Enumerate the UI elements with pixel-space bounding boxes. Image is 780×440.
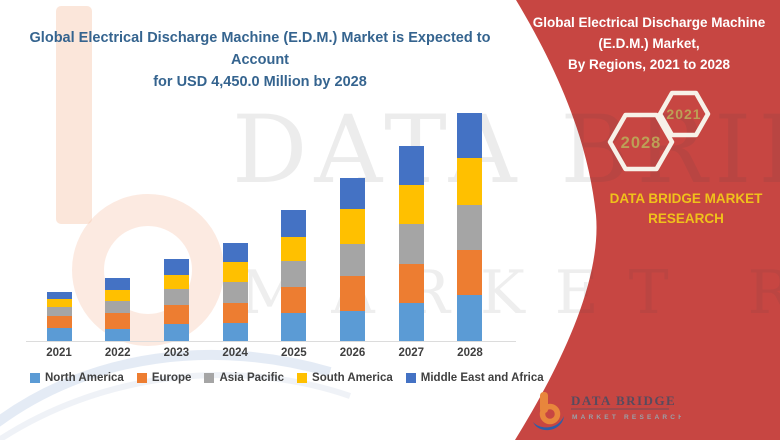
company-logo: DATA BRIDGE MARKET RESEARCH <box>531 389 681 435</box>
x-axis-label-2026: 2026 <box>339 347 366 359</box>
bar-segment-2022-middle-east-and-africa <box>105 278 131 290</box>
x-axis-label-2023: 2023 <box>163 347 190 359</box>
year-hexagons: 2021 2028 <box>607 90 711 172</box>
bar-segment-2026-europe <box>340 276 366 311</box>
x-axis-label-2021: 2021 <box>46 347 72 359</box>
side-panel-background <box>515 0 780 440</box>
bar-segment-2025-south-america <box>281 237 307 262</box>
bar-segment-2026-middle-east-and-africa <box>340 178 366 210</box>
bar-segment-2027-middle-east-and-africa <box>398 145 424 185</box>
bar-segment-2023-asia-pacific <box>163 289 189 306</box>
hexagon-2021 <box>657 90 711 138</box>
bar-segment-2028-middle-east-and-africa <box>457 112 483 159</box>
x-axis-label-2024: 2024 <box>222 347 248 359</box>
bar-segment-2021-south-america <box>46 299 72 308</box>
chart-legend: North America Europe Asia Pacific South Ame… <box>30 372 544 384</box>
x-axis-label-2025: 2025 <box>281 347 307 359</box>
bar-segment-2028-north-america <box>457 295 483 341</box>
hexagon-2021-label: 2021 <box>666 106 701 122</box>
bar-segment-2028-asia-pacific <box>457 204 483 250</box>
stacked-bar-chart: 2021 2022 2023 2024 2025 2026 2027 2028 North A… <box>26 112 544 384</box>
logo-subtext: MARKET RESEARCH <box>572 414 681 421</box>
legend-label: Middle East and Africa <box>420 372 544 384</box>
bar-segment-2022-asia-pacific <box>105 300 131 313</box>
bar-segment-2027-europe <box>398 263 424 303</box>
bar-segment-2021-asia-pacific <box>46 307 72 316</box>
bar-segment-2021-north-america <box>46 328 72 341</box>
bar-segment-2024-north-america <box>222 323 248 341</box>
legend-item-middle-east-and-africa: Middle East and Africa <box>405 372 544 384</box>
bar-segment-2028-south-america <box>457 158 483 205</box>
legend-label: South America <box>312 372 393 384</box>
bar-segment-2023-middle-east-and-africa <box>163 258 189 276</box>
bar-segment-2027-north-america <box>398 302 424 341</box>
bar-segment-2024-south-america <box>222 262 248 282</box>
side-panel-title: Global Electrical Discharge Machine (E.D… <box>524 13 774 76</box>
bar-segment-2026-asia-pacific <box>340 243 366 277</box>
legend-item-asia-pacific: Asia Pacific <box>204 372 284 384</box>
x-axis-label-2028: 2028 <box>457 347 483 359</box>
bar-segment-2024-europe <box>222 302 248 324</box>
side-panel-title-line1: Global Electrical Discharge Machine <box>532 15 766 30</box>
x-axis-label-2022: 2022 <box>104 347 131 359</box>
logo-b-icon <box>533 392 564 431</box>
legend-swatch-icon <box>297 373 308 383</box>
bar-segment-2021-europe <box>46 315 72 329</box>
bar-segment-2022-europe <box>105 312 131 329</box>
hexagon-2028-label: 2028 <box>621 134 662 152</box>
bar-segment-2021-middle-east-and-africa <box>46 292 72 300</box>
bar-segment-2023-europe <box>163 305 189 325</box>
bar-segment-2022-south-america <box>105 289 131 301</box>
side-panel-title-line3: By Regions, 2021 to 2028 <box>567 56 731 72</box>
side-panel-title-line2: (E.D.M.) Market, <box>598 35 700 51</box>
legend-label: Asia Pacific <box>219 372 285 384</box>
bar-segment-2025-north-america <box>281 313 307 341</box>
chart-title-line1: Global Electrical Discharge Machine (E.D… <box>29 30 491 68</box>
bar-segment-2025-europe <box>281 287 307 314</box>
bar-segment-2028-europe <box>457 249 483 296</box>
legend-swatch-icon <box>30 373 40 383</box>
x-axis-label-2027: 2027 <box>398 347 425 359</box>
brand-name: DATA BRIDGE MARKET RESEARCH <box>586 189 780 230</box>
bar-segment-2023-north-america <box>163 324 189 341</box>
bar-segment-2025-middle-east-and-africa <box>281 209 307 238</box>
chart-title: Global Electrical Discharge Machine (E.D… <box>8 28 512 93</box>
bar-segment-2023-south-america <box>163 275 189 290</box>
chart-title-line2: for USD 4,450.0 Million by 2028 <box>153 73 367 90</box>
bar-segment-2025-asia-pacific <box>281 261 307 288</box>
watermark-logo-b <box>0 6 351 440</box>
bar-segment-2026-north-america <box>340 310 366 341</box>
legend-item-south-america: South America <box>297 372 393 384</box>
bar-segment-2022-north-america <box>105 328 131 341</box>
legend-label: Europe <box>151 372 192 384</box>
legend-item-europe: Europe <box>136 372 192 384</box>
legend-swatch-icon <box>136 373 147 383</box>
brand-name-line2: RESEARCH <box>648 211 724 227</box>
logo-wordmark: DATA BRIDGE <box>571 393 676 408</box>
bar-segment-2027-south-america <box>398 184 424 224</box>
watermark-swoosh <box>0 349 332 427</box>
brand-name-line1: DATA BRIDGE MARKET <box>609 191 763 206</box>
legend-label: North America <box>45 372 124 384</box>
legend-swatch-icon <box>405 373 416 383</box>
bar-segment-2027-asia-pacific <box>398 223 424 264</box>
bar-segment-2026-south-america <box>340 209 366 244</box>
legend-swatch-icon <box>204 373 215 383</box>
hexagon-2028 <box>607 112 675 172</box>
bar-segment-2024-asia-pacific <box>222 281 248 303</box>
x-axis-line <box>26 341 516 342</box>
bar-segment-2024-middle-east-and-africa <box>222 243 248 263</box>
legend-item-north-america: North America <box>30 372 124 384</box>
